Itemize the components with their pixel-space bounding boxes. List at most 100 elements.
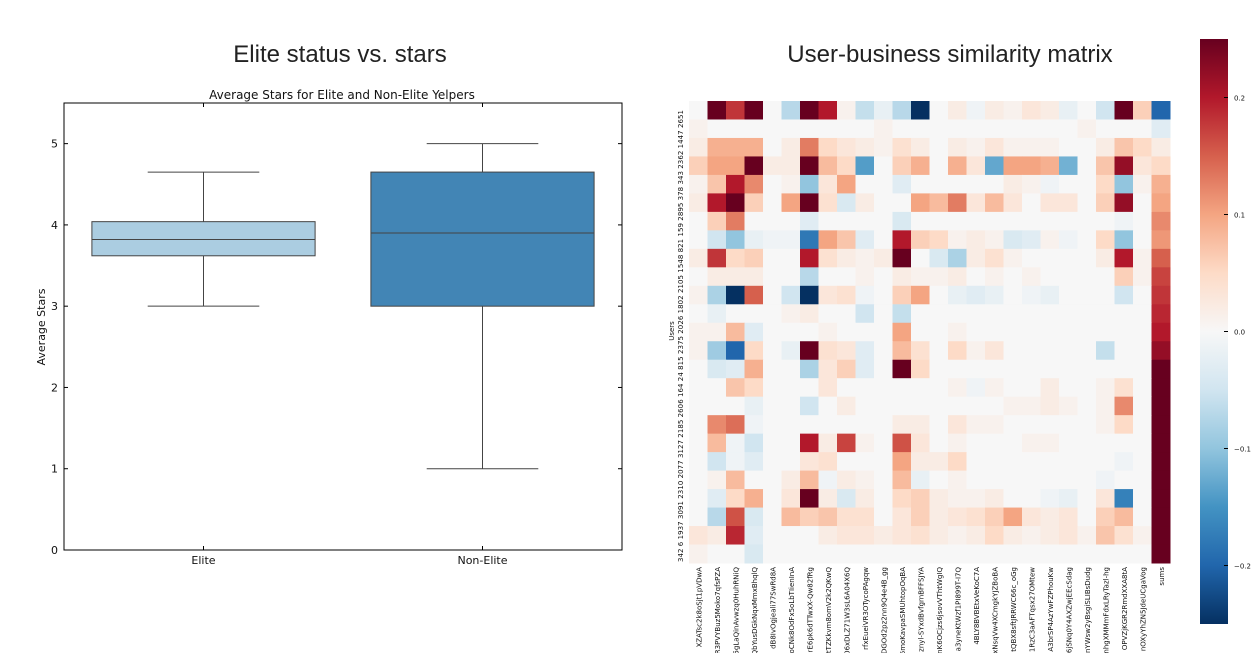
heatmap-cell xyxy=(707,415,727,435)
heatmap-cell xyxy=(763,304,782,324)
heatmap-cell xyxy=(689,267,708,287)
heatmap-cell xyxy=(707,156,727,176)
heatmap-cell xyxy=(855,248,875,268)
heatmap-cell xyxy=(985,119,1004,139)
heatmap-cell xyxy=(1096,544,1115,564)
heatmap-col-label: 2s6moKavpaSMUhtopOqBA xyxy=(899,567,907,653)
heatmap-cell xyxy=(966,156,986,176)
box-y-tick-label: 1 xyxy=(51,463,58,476)
heatmap-cell xyxy=(744,433,764,453)
heatmap-cell xyxy=(985,248,1004,268)
heatmap-cell xyxy=(1003,396,1023,416)
heatmap-cell xyxy=(1096,304,1115,324)
heatmap-cell xyxy=(1151,452,1171,472)
heatmap-cell xyxy=(763,433,782,453)
heatmap-cell xyxy=(1114,489,1134,509)
heatmap-cell xyxy=(1096,156,1115,176)
heatmap-cell xyxy=(707,193,727,213)
heatmap-cell xyxy=(874,211,893,231)
heatmap-col-label: rE6pk6dTTwxX-Qw82fRg xyxy=(806,567,814,652)
heatmap-cell xyxy=(1003,304,1023,324)
heatmap-col-label: QbYusDGkNqxMmxBhqlQ xyxy=(751,567,759,653)
heatmap-col-label: 1RzC3aAFTqsx27OMtew xyxy=(1028,567,1036,652)
heatmap-cell xyxy=(689,137,708,157)
heatmap-cell xyxy=(1040,156,1060,176)
heatmap-cell xyxy=(1151,526,1171,546)
heatmap-cell xyxy=(892,433,912,453)
heatmap-col-label: A3brSP4AzYwFZPhouKw xyxy=(1047,567,1055,652)
heatmap-col-label: 4BLY8BVBEtxVeKoC7A xyxy=(973,567,981,645)
heatmap-cell xyxy=(1040,507,1060,527)
heatmap-cell xyxy=(1151,378,1171,398)
heatmap-cell xyxy=(1133,267,1152,287)
heatmap-cell xyxy=(689,156,708,176)
heatmap-cell xyxy=(911,174,930,194)
heatmap-cell xyxy=(911,359,930,379)
heatmap-col-label: xNsqVw4XCmgkYJZBoBA xyxy=(991,567,999,653)
heatmap-cell xyxy=(948,341,967,361)
heatmap-cell xyxy=(837,544,856,564)
heatmap-cell xyxy=(892,230,912,250)
heatmap-cell xyxy=(1096,211,1115,231)
heatmap-cell xyxy=(948,507,967,527)
heatmap-cell xyxy=(781,304,801,324)
heatmap-cell xyxy=(689,544,708,564)
heatmap-cell xyxy=(781,174,801,194)
heatmap-col-label: xnhgXMMmFdxLRyTazl-hg xyxy=(1102,567,1110,653)
heatmap-cell xyxy=(744,470,764,490)
heatmap-cell xyxy=(818,119,838,139)
heatmap-cell xyxy=(1096,341,1115,361)
heatmap-cell xyxy=(1003,119,1023,139)
heatmap-cell xyxy=(1077,304,1097,324)
heatmap-cell xyxy=(689,359,708,379)
heatmap-cell xyxy=(966,378,986,398)
heatmap-col-label: rtTZKkvm8omV2k2QKwQ xyxy=(825,567,833,653)
heatmap-cell xyxy=(966,248,986,268)
heatmap-cell xyxy=(1022,507,1041,527)
box-y-tick-label: 5 xyxy=(51,138,58,151)
heatmap-cell xyxy=(855,285,875,305)
heatmap-cell xyxy=(837,452,856,472)
heatmap-cell xyxy=(707,211,727,231)
heatmap-cell xyxy=(911,304,930,324)
heatmap-cell xyxy=(874,452,893,472)
heatmap-cell xyxy=(892,359,912,379)
heatmap-cell xyxy=(1059,119,1078,139)
heatmap-cell xyxy=(726,174,745,194)
heatmap-cells xyxy=(689,101,1171,564)
heatmap-cell xyxy=(985,470,1004,490)
heatmap-cell xyxy=(892,526,912,546)
heatmap-cell xyxy=(689,396,708,416)
heatmap-cell xyxy=(929,470,949,490)
heatmap-cell xyxy=(1114,211,1134,231)
heatmap-cell xyxy=(689,285,708,305)
box-y-axis-label: Average Stars xyxy=(35,288,48,365)
heatmap-cell xyxy=(855,211,875,231)
heatmap-cell xyxy=(689,341,708,361)
heatmap-cell xyxy=(966,230,986,250)
heatmap-cell xyxy=(948,378,967,398)
heatmap-cell xyxy=(781,193,801,213)
heatmap-cell xyxy=(781,156,801,176)
heatmap-cell xyxy=(1059,359,1078,379)
heatmap-cell xyxy=(1151,248,1171,268)
heatmap-cell xyxy=(929,507,949,527)
heatmap-cell xyxy=(892,415,912,435)
heatmap-cell xyxy=(966,193,986,213)
heatmap-cell xyxy=(911,544,930,564)
heatmap-cell xyxy=(855,507,875,527)
heatmap-cell xyxy=(948,137,967,157)
heatmap-cell xyxy=(948,285,967,305)
heatmap-cell xyxy=(911,341,930,361)
heatmap-cell xyxy=(874,415,893,435)
heatmap-cell xyxy=(1077,174,1097,194)
heatmap-cell xyxy=(1151,322,1171,342)
heatmap-cell xyxy=(892,396,912,416)
heatmap-cell xyxy=(874,119,893,139)
heatmap-col-label: znyl-SYxdBvfgrnBFFSJYA xyxy=(917,567,925,652)
heatmap-cell xyxy=(1114,230,1134,250)
heatmap-cell xyxy=(1003,359,1023,379)
heatmap-cell xyxy=(781,489,801,509)
heatmap-cell xyxy=(1059,230,1078,250)
